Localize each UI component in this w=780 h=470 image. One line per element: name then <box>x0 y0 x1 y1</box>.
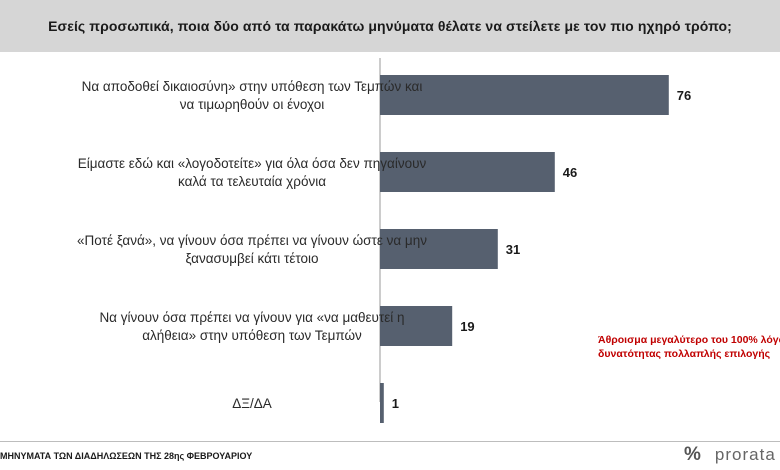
category-label: «Ποτέ ξανά», να γίνουν όσα πρέπει να γίν… <box>77 233 427 248</box>
category-label: καλά τα τελευταία χρόνια <box>178 174 326 189</box>
bar-value-label: 1 <box>392 396 399 411</box>
bar-5 <box>380 383 384 423</box>
bar-chart: 76 Να αποδοθεί δικαιοσύνη» στην υπόθεση τ… <box>0 52 780 437</box>
note-line-1: Άθροισμα μεγαλύτερο του 100% λόγω <box>598 334 780 346</box>
category-label: Είμαστε εδώ και «λογοδοτείτε» για όλα όσ… <box>78 156 427 171</box>
category-label: Να γίνουν όσα πρέπει να γίνουν για «να μ… <box>99 310 404 325</box>
bar-value-label: 31 <box>506 242 520 257</box>
bar-3 <box>380 229 498 269</box>
category-label: ΔΞ/ΔΑ <box>232 396 272 411</box>
bar-value-label: 46 <box>563 165 577 180</box>
bar-2 <box>380 152 555 192</box>
multiple-choice-note: Άθροισμα μεγαλύτερο του 100% λόγω δυνατό… <box>598 333 780 361</box>
bar-value-label: 19 <box>460 319 474 334</box>
brand-logo: % prorata <box>684 441 780 469</box>
category-label: αλήθεια» στην υπόθεση των Τεμπών <box>142 328 362 343</box>
footer-source: ΜΗΝΥΜΑΤΑ ΤΩΝ ΔΙΑΔΗΛΩΣΕΩΝ ΤΗΣ 28ης ΦΕΒΡΟΥ… <box>0 451 253 461</box>
bar-1 <box>380 75 669 115</box>
category-label: Να αποδοθεί δικαιοσύνη» στην υπόθεση των… <box>82 79 423 94</box>
note-line-2: δυνατότητας πολλαπλής επιλογής <box>598 348 771 360</box>
category-label: να τιμωρηθούν οι ένοχοι <box>180 97 324 112</box>
bar-chart-svg: 76 Να αποδοθεί δικαιοσύνη» στην υπόθεση τ… <box>77 58 691 423</box>
footer-divider <box>0 441 780 442</box>
bar-4 <box>380 306 453 346</box>
question-title: Εσείς προσωπικά, ποια δύο από τα παρακάτ… <box>48 18 732 34</box>
question-header: Εσείς προσωπικά, ποια δύο από τα παρακάτ… <box>0 0 780 52</box>
percent-icon: % <box>684 444 701 465</box>
category-label: ξανασυμβεί κάτι τέτοιο <box>185 251 318 266</box>
bar-value-label: 76 <box>677 88 691 103</box>
brand-name: prorata <box>714 445 776 464</box>
